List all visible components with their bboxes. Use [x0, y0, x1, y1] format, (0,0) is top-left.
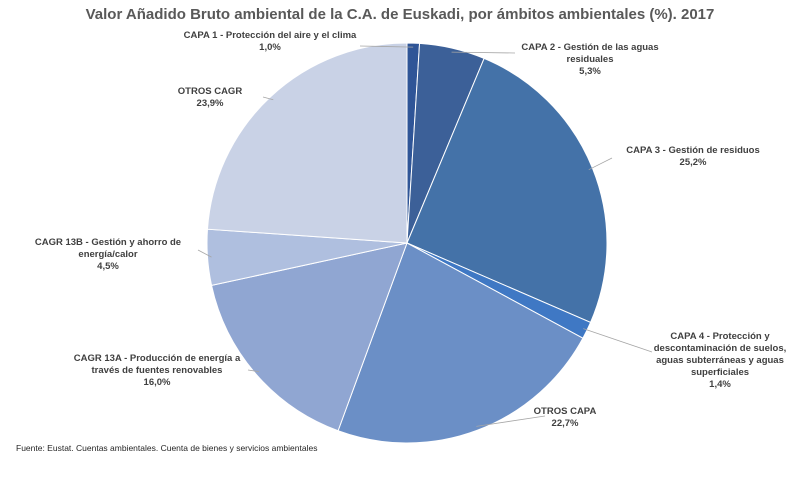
leader-line-3	[588, 157, 613, 171]
slice-label-8: OTROS CAGR 23,9%	[145, 86, 275, 110]
slice-label-name: OTROS CAPA	[533, 406, 597, 417]
leader-line-2	[451, 51, 516, 54]
chart-title: Valor Añadido Bruto ambiental de la C.A.…	[85, 6, 715, 23]
slice-label-3: CAPA 3 - Gestión de residuos 25,2%	[608, 145, 778, 169]
slice-label-6: CAGR 13A - Producción de energía a travé…	[62, 353, 252, 389]
leader-line-6	[247, 369, 260, 373]
slice-label-value: 25,2%	[679, 157, 707, 168]
slice-label-2: CAPA 2 - Gestión de las aguas residuales…	[515, 42, 665, 78]
slice-label-value: 23,9%	[196, 98, 224, 109]
leader-line-5	[476, 415, 546, 427]
pie-slice-5	[337, 242, 584, 444]
pie-slice-8	[206, 42, 408, 244]
slice-label-name: CAPA 3 - Gestión de residuos	[626, 145, 760, 156]
slice-label-value: 5,3%	[579, 66, 601, 77]
leader-line-4	[583, 328, 653, 353]
slice-label-value: 16,0%	[143, 377, 171, 388]
slice-label-name: OTROS CAGR	[177, 86, 243, 97]
slice-label-4: CAPA 4 - Protección y descontaminación d…	[650, 331, 790, 391]
slice-label-5: OTROS CAPA 22,7%	[515, 406, 615, 430]
slice-label-name: CAGR 13A - Producción de energía a travé…	[73, 353, 241, 376]
leader-line-8	[262, 96, 274, 101]
slice-label-value: 1,4%	[709, 379, 731, 390]
slice-label-name: CAGR 13B - Gestión y ahorro de energía/c…	[34, 237, 182, 260]
slice-label-name: CAPA 4 - Protección y descontaminación d…	[653, 331, 787, 378]
slice-label-7: CAGR 13B - Gestión y ahorro de energía/c…	[18, 237, 198, 273]
slice-label-value: 1,0%	[259, 42, 281, 53]
slice-label-value: 22,7%	[551, 418, 579, 429]
slice-label-1: CAPA 1 - Protección del aire y el clima 1…	[180, 30, 360, 54]
pie-slice-6	[210, 242, 408, 432]
slice-label-name: CAPA 2 - Gestión de las aguas residuales	[521, 42, 659, 65]
source-note: Fuente: Eustat. Cuentas ambientales. Cue…	[16, 443, 318, 453]
leader-line-7	[197, 249, 212, 258]
slice-label-name: CAPA 1 - Protección del aire y el clima	[183, 30, 357, 41]
slice-label-value: 4,5%	[97, 261, 119, 272]
leader-line-1	[359, 45, 414, 48]
